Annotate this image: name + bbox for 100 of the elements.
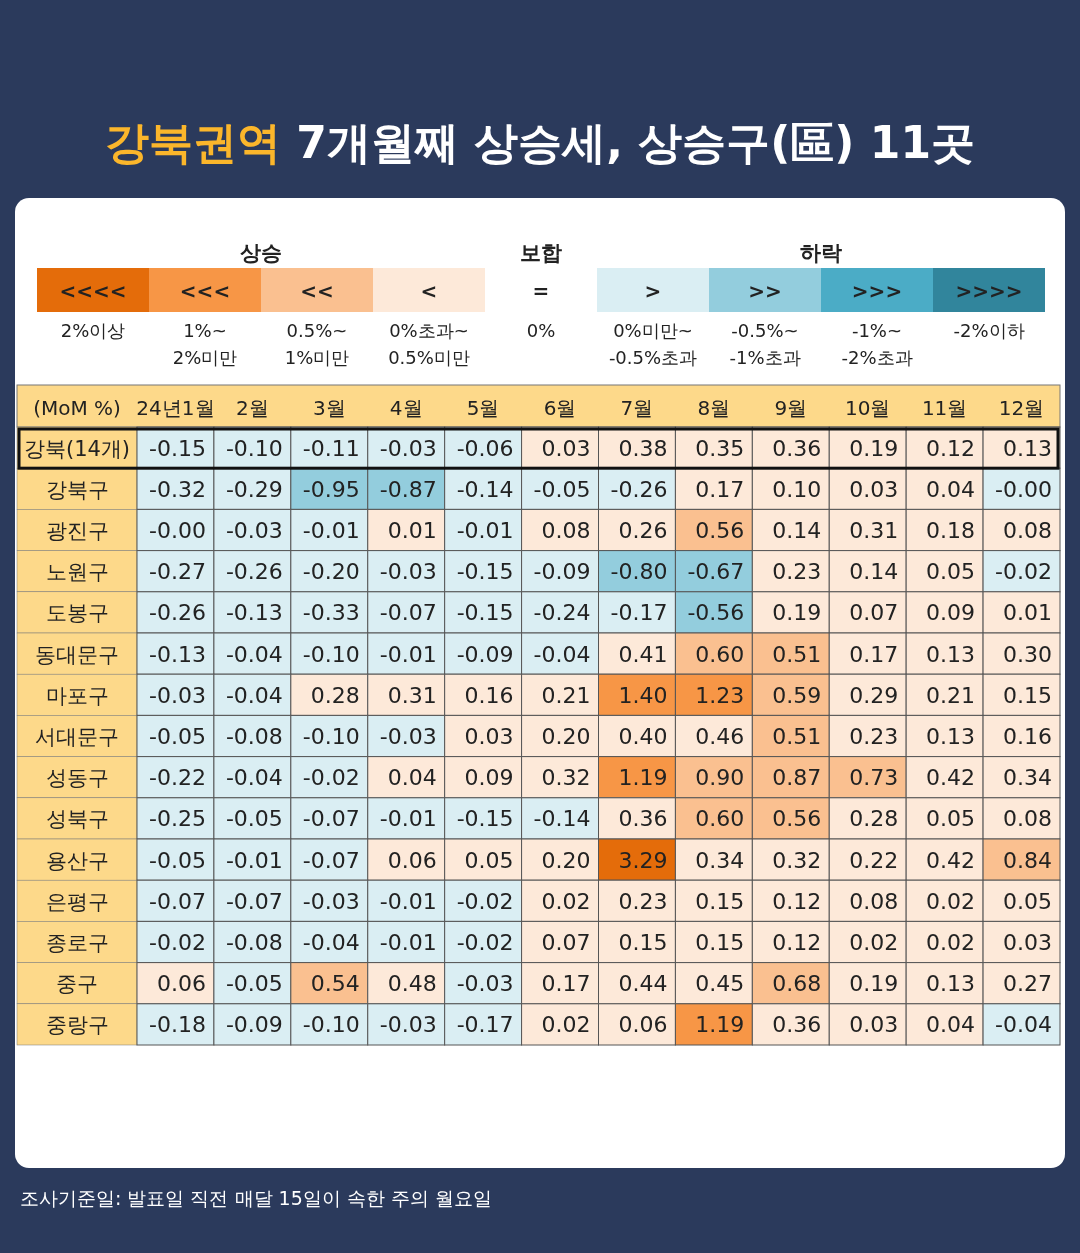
data-label: 0.03: [849, 476, 899, 502]
data-label: 0.27: [1003, 971, 1052, 997]
data-label: 0.01: [1003, 600, 1052, 626]
data-label: 0.13: [926, 971, 976, 997]
data-label: 0.36: [772, 435, 822, 461]
data-label: -0.01: [225, 847, 283, 873]
data-label: 0.54: [310, 971, 360, 997]
data-label: 0.05: [926, 559, 976, 585]
x-tick-label: 10월: [844, 396, 891, 420]
data-label: 0.06: [618, 1012, 668, 1038]
data-label: -0.07: [148, 888, 206, 914]
category-label: >>: [748, 279, 782, 303]
data-label: -0.02: [302, 765, 360, 791]
data-label: 0.09: [464, 765, 514, 791]
data-label: -0.03: [379, 1012, 437, 1038]
data-label: -0.03: [302, 888, 360, 914]
text: 2%이상: [60, 320, 126, 341]
data-label: 0.13: [926, 724, 976, 749]
data-label: 0.73: [849, 765, 899, 791]
data-label: 0.03: [1003, 930, 1052, 955]
data-label: 0.22: [849, 847, 899, 873]
data-label: -0.10: [302, 724, 360, 749]
data-label: 0.19: [849, 971, 899, 997]
data-label: -0.02: [456, 930, 514, 955]
data-label: -0.11: [302, 435, 360, 461]
data-label: -0.10: [225, 435, 283, 461]
data-label: -0.13: [148, 641, 206, 667]
data-label: 0.20: [541, 724, 591, 749]
data-label: 0.16: [464, 682, 514, 708]
data-label: -0.09: [456, 641, 514, 667]
data-label: 1.19: [618, 765, 668, 791]
y-tick-label: 강북구: [45, 477, 109, 502]
data-label: -0.22: [148, 765, 206, 791]
y-tick-label: 동대문구: [35, 642, 119, 667]
data-label: 0.08: [1003, 518, 1052, 543]
data-label: 0.90: [695, 765, 745, 791]
y-tick-label: 서대문구: [35, 725, 119, 749]
data-label: 0.10: [772, 476, 822, 502]
data-label: -0.04: [225, 765, 283, 791]
data-label: -0.08: [225, 930, 283, 955]
data-label: 0.44: [618, 971, 668, 997]
data-label: 0.60: [695, 806, 745, 832]
y-tick-label: 종로구: [45, 931, 109, 955]
data-label: -0.01: [302, 518, 360, 543]
x-tick-label: 5월: [466, 396, 500, 420]
data-label: -0.01: [456, 518, 514, 543]
data-label: 0.06: [387, 847, 437, 873]
x-tick-label: 8월: [697, 396, 731, 420]
data-label: 0.17: [849, 641, 899, 667]
data-label: -0.04: [225, 682, 283, 708]
data-label: -0.24: [533, 600, 591, 626]
data-label: -0.03: [225, 518, 283, 543]
data-label: -0.04: [995, 1012, 1052, 1038]
data-label: -0.01: [379, 806, 437, 832]
text: -2%이하: [953, 320, 1025, 341]
data-label: -0.00: [148, 518, 206, 543]
data-label: 0.87: [772, 765, 822, 791]
data-label: 0.07: [849, 600, 899, 626]
text: 0%초과~ 0.5%미만: [388, 320, 470, 368]
data-label: -0.01: [379, 888, 437, 914]
text: 조사기준일: 발표일 직전 매달 15일이 속한 주의 월요일: [20, 1187, 492, 1209]
data-label: -0.03: [379, 724, 437, 749]
data-label: 0.48: [387, 971, 437, 997]
data-label: 0.13: [926, 641, 976, 667]
x-tick-label: 4월: [389, 396, 423, 420]
data-label: -0.02: [456, 888, 514, 914]
data-label: -0.26: [225, 559, 283, 585]
data-label: 0.84: [1003, 847, 1052, 873]
data-label: 0.02: [541, 888, 591, 914]
data-label: 0.20: [541, 847, 591, 873]
data-label: -0.56: [687, 600, 745, 626]
category-label: =: [532, 279, 550, 303]
data-label: -0.18: [148, 1012, 206, 1038]
data-label: -0.26: [610, 476, 668, 502]
data-label: 0.15: [1003, 682, 1052, 708]
data-label: 0.02: [541, 1012, 591, 1038]
data-label: 0.51: [772, 641, 822, 667]
data-label: 0.34: [1003, 765, 1052, 791]
data-label: 0.08: [1003, 806, 1052, 832]
data-label: 0.15: [695, 888, 745, 914]
text: -0.5%~ -1%초과: [729, 320, 801, 368]
data-label: 0.45: [695, 971, 745, 997]
data-label: -0.09: [225, 1012, 283, 1038]
data-label: 0.42: [926, 765, 976, 791]
data-label: 0.03: [541, 435, 591, 461]
category-label: <<: [300, 279, 334, 303]
y-tick-label: 광진구: [45, 519, 109, 543]
data-label: 0.15: [695, 930, 745, 955]
data-label: -0.03: [379, 559, 437, 585]
data-label: 0.28: [310, 682, 360, 708]
data-label: -0.10: [302, 1012, 360, 1038]
data-label: 0.28: [849, 806, 899, 832]
data-label: 0.03: [464, 724, 514, 749]
x-tick-label: 3월: [312, 396, 346, 420]
y-tick-label: 중구: [56, 972, 98, 997]
x-tick-label: 9월: [774, 396, 808, 420]
data-label: 0.46: [695, 724, 745, 749]
data-label: -0.03: [148, 682, 206, 708]
data-label: -0.17: [456, 1012, 514, 1038]
x-tick-label: 7월: [620, 396, 654, 420]
